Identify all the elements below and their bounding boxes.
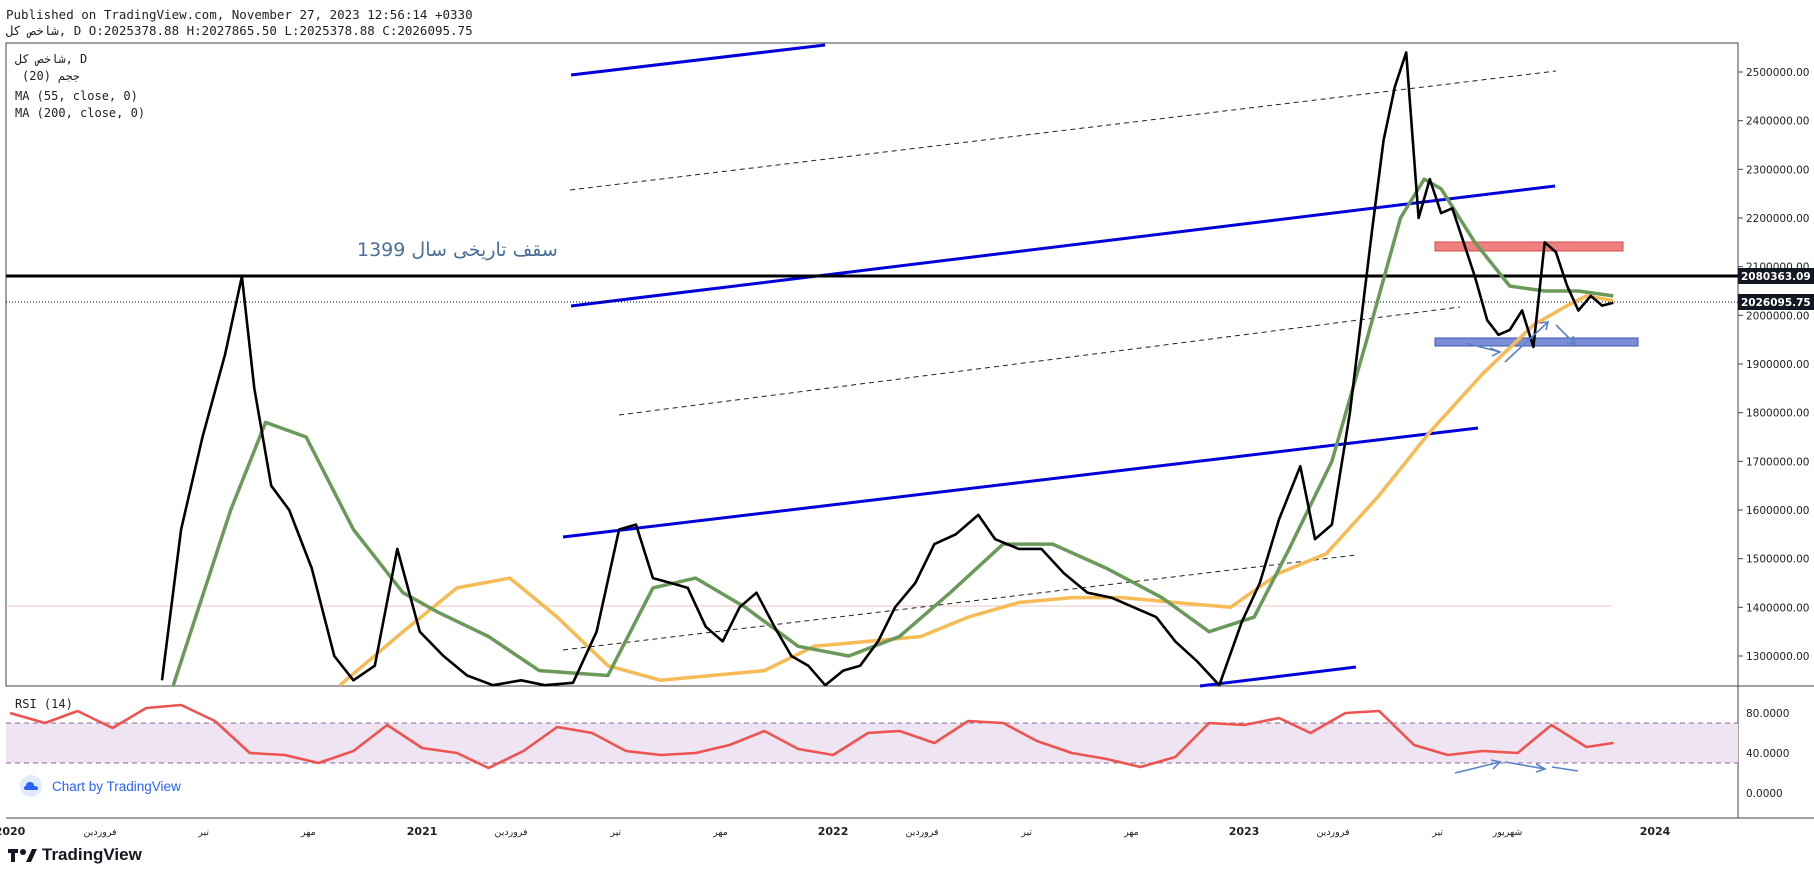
tradingview-logo[interactable]: TradingView [8,845,142,865]
dashed-channel-lower [562,554,1357,651]
price-tick-label: 1500000.00 [1746,554,1809,566]
rsi-tick-label: 0.0000 [1746,788,1783,800]
dashed-channel-mid [618,306,1461,416]
time-tick-label: 2023 [1229,825,1260,838]
time-tick-label: فروردین [905,827,938,838]
channel-top-segment [570,43,826,77]
price-tick-label: 2000000.00 [1746,310,1809,322]
chart-by-tradingview[interactable]: Chart by TradingView [20,775,181,797]
time-tick-label: مهر [1123,827,1139,838]
rsi-tick-label: 80.0000 [1746,708,1789,720]
legend-ma200[interactable]: MA (200, close, 0) [15,106,146,120]
time-tick-label: فروردین [84,827,117,838]
price-line [160,51,1614,687]
price-tick-label: 2300000.00 [1746,164,1809,176]
level-price-tag: 2080363.09 [1738,268,1814,284]
price-tick-label: 2400000.00 [1746,116,1809,128]
rsi-tick-label: 40.0000 [1746,748,1789,760]
rsi-band [6,723,1738,763]
time-tick-label: تیر [1431,827,1443,838]
historical-high-annotation: سقف تاریخی سال 1399 [357,239,558,261]
dashed-channel-upper [569,70,1557,191]
brand-name: TradingView [42,845,142,864]
price-tick-label: 1700000.00 [1746,456,1809,468]
price-tick-label: 1400000.00 [1746,602,1809,614]
time-tick-label: فروردین [495,827,528,838]
cloud-icon [20,775,42,797]
support-zone[interactable] [1434,337,1639,347]
legend-symbol[interactable]: شاخص کل, D [15,52,88,66]
time-axis-ticks: 2020 فروردین تیر مهر 2021 فروردین تیر مهر 2022 فر… [0,825,1671,838]
channel-upper-line [570,184,1556,308]
resistance-zone[interactable] [1434,241,1624,252]
price-tick-label: 1800000.00 [1746,408,1809,420]
time-tick-label: 2021 [407,825,438,838]
rsi-line [9,703,1614,770]
main-pane[interactable] [5,42,1739,687]
rsi-axis-ticks: 80.0000 40.0000 0.0000 [1746,708,1789,800]
channel-lower-line [562,426,1479,539]
legend-ma55[interactable]: MA (55, close, 0) [15,89,138,103]
time-tick-label: 2022 [818,825,849,838]
last-price-tag: 2026095.75 [1738,294,1814,310]
svg-text:2026095.75: 2026095.75 [1741,297,1811,309]
time-tick-label: تیر [1020,827,1032,838]
price-tick-label: 2200000.00 [1746,213,1809,225]
price-tick-label: 2500000.00 [1746,67,1809,79]
price-tick-label: 1600000.00 [1746,505,1809,517]
ma200-line [338,294,1614,687]
time-tick-label: مهر [300,827,316,838]
time-tick-label: تیر [197,827,209,838]
ohlc-line: شاخص کل, D O:2025378.88 H:2027865.50 L:2… [6,23,473,38]
legend-rsi[interactable]: RSI (14) [15,697,73,711]
tradingview-logo-icon [8,849,37,862]
time-tick-label: 2024 [1640,825,1671,838]
chart-by-label: Chart by TradingView [52,778,181,794]
time-tick-label: مهر [712,827,728,838]
time-tick-label: فروردین [1316,827,1349,838]
divergence-arrows [1454,321,1579,774]
publish-line: Published on TradingView.com, November 2… [6,7,473,22]
price-tick-label: 1900000.00 [1746,359,1809,371]
channel-bottom-segment [1199,665,1357,688]
time-tick-label: تیر [609,827,621,838]
time-tick-label: شهریور [1492,827,1523,838]
legend-indicator-1[interactable]: ججم (20) [22,69,80,83]
price-axis-ticks: 2500000.00 2400000.00 2300000.00 2200000.00… [1738,67,1809,663]
price-tick-label: 1300000.00 [1746,651,1809,663]
svg-text:2080363.09: 2080363.09 [1741,271,1811,283]
time-tick-label: 2020 [0,825,26,838]
